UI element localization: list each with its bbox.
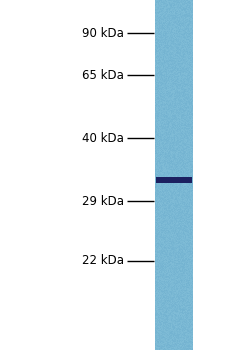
Bar [156, 177, 192, 183]
Text: 29 kDa: 29 kDa [82, 195, 124, 208]
Text: 22 kDa: 22 kDa [82, 254, 124, 267]
Text: 40 kDa: 40 kDa [82, 132, 124, 145]
Text: 90 kDa: 90 kDa [82, 27, 124, 40]
Text: 65 kDa: 65 kDa [82, 69, 124, 82]
